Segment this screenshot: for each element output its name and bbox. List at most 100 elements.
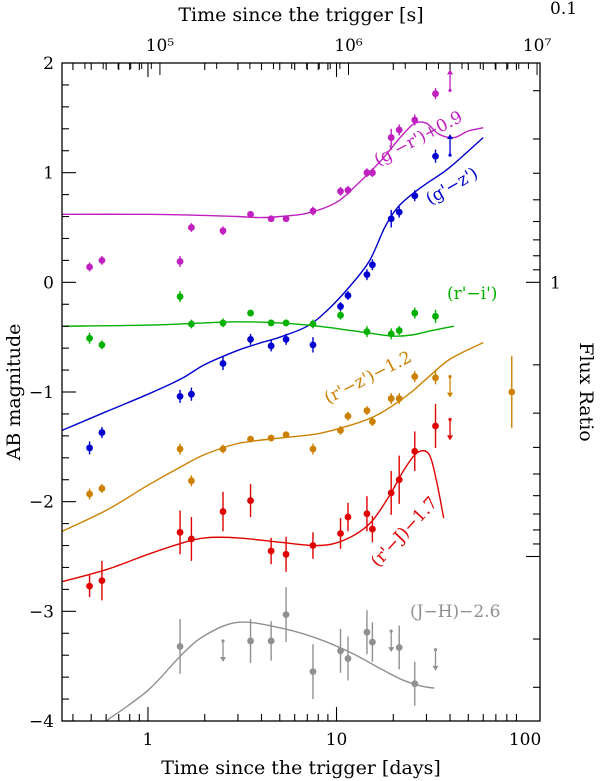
data-point-r-z-1-2 bbox=[363, 406, 371, 416]
data-marker bbox=[411, 116, 419, 124]
data-point-r-i bbox=[387, 328, 395, 340]
data-marker bbox=[188, 390, 195, 398]
data-marker bbox=[86, 582, 93, 590]
data-point-g-z bbox=[432, 149, 439, 163]
data-marker bbox=[309, 341, 317, 349]
data-point-g-r-0-9 bbox=[309, 206, 317, 216]
data-marker bbox=[387, 330, 395, 338]
data-point-g-r-0-9 bbox=[86, 262, 93, 272]
data-marker bbox=[395, 208, 403, 216]
data-point-g-r-0-9 bbox=[337, 186, 344, 196]
data-marker bbox=[363, 328, 371, 336]
data-point-g-z bbox=[188, 387, 195, 401]
data-point-g-z bbox=[395, 206, 403, 218]
data-point-g-r-0-9 bbox=[369, 168, 376, 178]
data-marker bbox=[176, 643, 184, 650]
x-axis-title: Time since the trigger [days] bbox=[161, 757, 440, 779]
data-point-g-r-0-9 bbox=[176, 256, 184, 267]
x-tick-label: 100 bbox=[509, 730, 541, 750]
plot-frame bbox=[61, 62, 541, 722]
data-point-j-h-2-6 bbox=[247, 619, 254, 663]
data-marker bbox=[337, 530, 344, 537]
data-marker bbox=[282, 319, 290, 327]
data-marker bbox=[432, 374, 439, 382]
data-point-r-i bbox=[337, 310, 344, 320]
limit-head bbox=[447, 435, 454, 441]
data-marker bbox=[86, 334, 93, 342]
limit-head bbox=[432, 665, 439, 671]
data-point-r-i bbox=[432, 309, 439, 323]
axis-ticks-layer: 1 10 100 10⁵ 10⁶ 10⁷ −4 −3 −2 −1 0 1 2 0.1 1 bbox=[29, 0, 577, 750]
data-point-g-r-0-9 bbox=[282, 215, 290, 223]
data-point-g-r-0-9 bbox=[267, 215, 275, 223]
data-point-r-j-1-7 bbox=[98, 560, 106, 601]
series-label-r-i: (r'−i') bbox=[447, 284, 497, 304]
series-label-j-h-2-6: (J−H)−2.6 bbox=[410, 602, 500, 622]
data-marker bbox=[395, 126, 403, 134]
data-marker bbox=[432, 152, 439, 160]
data-marker bbox=[267, 637, 275, 645]
data-point-g-z bbox=[282, 333, 290, 345]
x2-tick-label: 10⁷ bbox=[523, 36, 552, 56]
data-marker bbox=[363, 407, 371, 415]
model-curve-g-r-0-9 bbox=[61, 121, 484, 219]
data-point-r-j-1-7 bbox=[309, 532, 317, 559]
data-marker bbox=[369, 261, 376, 269]
data-point-r-z-1-2 bbox=[309, 443, 317, 455]
data-point-g-r-0-9 bbox=[188, 223, 195, 232]
data-marker bbox=[282, 550, 290, 558]
data-marker bbox=[219, 360, 227, 367]
x2-tick-label: 10⁵ bbox=[146, 36, 175, 56]
data-point-r-j-1-7 bbox=[176, 510, 184, 555]
data-point-j-h-2-6 bbox=[176, 619, 184, 674]
data-point-r-z-1-2 bbox=[219, 444, 227, 454]
data-marker bbox=[411, 192, 419, 200]
data-point-r-z-1-2 bbox=[247, 435, 254, 443]
data-point-g-r-0-9 bbox=[395, 124, 403, 136]
data-marker bbox=[176, 445, 184, 453]
data-point-j-h-2-6 bbox=[267, 621, 275, 661]
data-point-j-h-2-6 bbox=[369, 622, 376, 662]
data-point-g-z bbox=[369, 259, 376, 271]
data-point-r-z-1-2 bbox=[411, 371, 419, 383]
y-axis-title: AB magnitude bbox=[3, 324, 25, 462]
series-labels-layer: (g'−r')+0.9(g'−z')(r'−i')(r'−z')−1.2(r'−… bbox=[321, 107, 500, 622]
data-marker bbox=[309, 668, 317, 676]
data-marker bbox=[395, 644, 403, 651]
data-marker bbox=[188, 320, 195, 328]
data-marker bbox=[395, 395, 403, 402]
data-marker bbox=[98, 485, 106, 492]
data-marker bbox=[267, 342, 275, 350]
data-point-r-z-1-2 bbox=[98, 484, 106, 493]
data-point-r-i bbox=[219, 318, 227, 328]
data-marker bbox=[86, 444, 93, 452]
data-point-r-z-1-2 bbox=[337, 425, 344, 435]
data-marker bbox=[188, 477, 195, 485]
data-marker bbox=[411, 309, 419, 317]
data-point-g-z bbox=[86, 441, 93, 455]
data-marker bbox=[432, 312, 439, 320]
data-point-g-r-0-9 bbox=[432, 88, 439, 100]
model-curves-layer bbox=[61, 121, 484, 722]
data-point-g-r-0-9 bbox=[219, 226, 227, 236]
data-point-j-h-2-6 bbox=[344, 636, 352, 681]
data-marker bbox=[98, 577, 106, 585]
data-marker bbox=[309, 445, 317, 453]
data-marker bbox=[337, 426, 344, 434]
data-point-r-z-1-2 bbox=[432, 371, 439, 385]
data-point-g-r-0-9 bbox=[387, 128, 395, 147]
data-marker bbox=[411, 373, 419, 381]
limit-arrow-g-z bbox=[447, 134, 454, 157]
data-marker bbox=[247, 210, 254, 218]
limit-head bbox=[447, 69, 454, 75]
data-point-j-h-2-6 bbox=[309, 644, 317, 700]
data-marker bbox=[344, 186, 352, 194]
data-marker bbox=[387, 489, 395, 497]
data-point-g-z bbox=[176, 389, 184, 403]
data-point-r-i bbox=[267, 319, 275, 327]
data-point-j-h-2-6 bbox=[282, 587, 290, 643]
data-point-r-z-1-2 bbox=[387, 393, 395, 405]
data-point-g-z bbox=[337, 302, 344, 311]
data-marker bbox=[369, 169, 376, 177]
